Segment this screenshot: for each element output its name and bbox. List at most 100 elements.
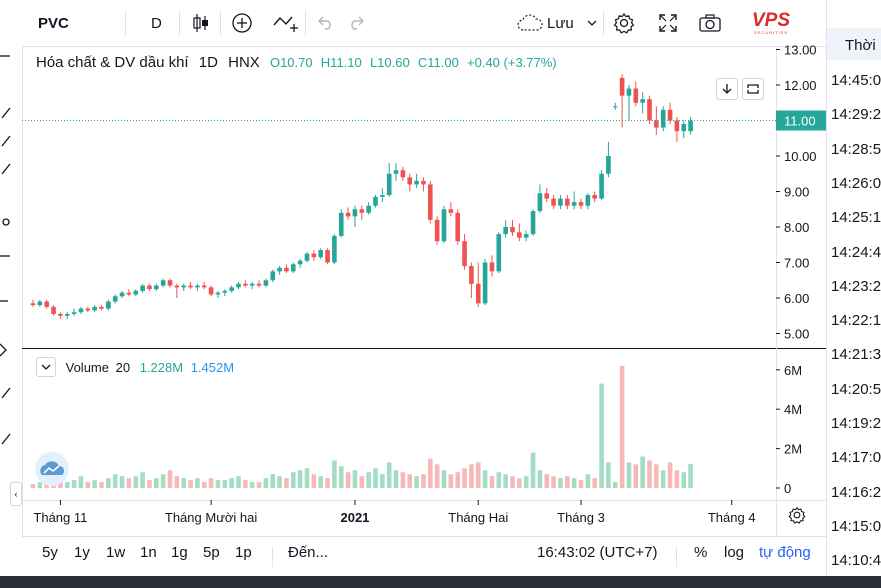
brand-subtitle: SECURITIES [754,29,789,35]
volume-bar [688,463,693,488]
collapse-volume-button[interactable] [36,357,56,377]
candle-body [297,260,303,265]
last-price-label: 11.00 [784,114,816,129]
redo-icon[interactable] [345,0,367,46]
volume-bar [352,470,358,488]
volume-bar [517,478,522,488]
collapse-toolbar-button[interactable]: ‹ [10,482,22,506]
measure-icon [0,343,7,357]
time-sales-panel: Thời 14:45:0 14:29:2 14:28:5 14:26:0 14:25:1… [826,0,881,588]
candle-body [284,267,289,272]
range-1g-button[interactable]: 1g [171,544,188,561]
candle-body [551,198,556,206]
axis-settings-icon[interactable] [788,506,808,526]
volume-bar [263,478,269,488]
auto-scale-button[interactable]: tự động [759,544,811,561]
volume-bar [667,462,673,488]
drawing-tool-icons [0,55,11,445]
range-1w-button[interactable]: 1w [106,544,126,561]
candle-body [119,292,125,297]
undo-icon[interactable] [315,0,337,46]
candle-body [270,271,276,281]
toolbar-divider [220,10,221,36]
volume-bar [647,460,652,488]
fullscreen-icon[interactable] [656,0,680,46]
cloud-save-icon[interactable] [515,0,545,46]
candle-body [359,209,365,213]
time-row: 14:29:2 [831,106,881,124]
toolbar-divider [179,10,180,36]
pitchfork-icon [1,163,11,175]
candle-body [195,285,200,288]
range-1p-button[interactable]: 1p [235,544,252,561]
gear-icon[interactable] [612,0,636,46]
brush-icon [2,218,10,226]
candle-body [393,170,399,174]
volume-bar [578,480,584,488]
volume-bar [126,478,132,488]
candle-body [517,232,522,238]
time-tick-label: 2021 [340,510,369,525]
tradingview-logo[interactable] [35,452,69,486]
candle-body [667,109,673,121]
volume-bar [565,476,570,488]
range-1y-button[interactable]: 1y [74,544,90,561]
volume-bar [592,478,597,488]
price-tick-label: 9.00 [784,185,809,200]
volume-bar [681,472,687,488]
volume-bar [291,472,296,488]
volume-label: Volume [65,359,109,375]
goto-date-button[interactable]: Đến... [288,544,329,561]
candle-body [496,234,502,272]
volume-bar [366,472,371,488]
candle-body [592,195,597,199]
time-row: 14:17:0 [831,449,881,467]
compare-icon[interactable] [272,0,300,46]
volume-bar [71,480,77,488]
chevron-down-icon[interactable] [585,0,599,46]
candle-body [475,283,481,304]
volume-bar [380,474,385,488]
candle-body [366,205,371,213]
top-toolbar: PVC D Lưu VPS SECURITIES [0,0,826,47]
candle-body [126,292,132,295]
scroll-down-button[interactable] [716,78,738,100]
price-tick-label: 10.00 [784,149,817,164]
range-5y-button[interactable]: 5y [42,544,58,561]
save-layout-button[interactable]: Lưu [547,14,574,32]
volume-bar [386,462,392,488]
candle-body [174,285,180,288]
candle-body [626,88,632,96]
volume-bar [475,462,481,488]
symbol-search[interactable]: PVC [38,14,69,32]
camera-icon[interactable] [697,0,723,46]
time-tick-label: Tháng 3 [557,510,605,525]
price-tick-label: 7.00 [784,256,809,271]
percent-scale-button[interactable]: % [694,544,708,561]
reset-view-button[interactable] [742,78,764,100]
volume-bar [270,474,276,488]
candle-style-icon[interactable] [190,0,212,46]
legend-change: +0.40 (+3.77%) [467,55,557,70]
last-price-badge [776,110,826,131]
clock-timezone[interactable]: 16:43:02 (UTC+7) [537,544,658,561]
add-indicator-icon[interactable] [230,0,254,46]
volume-bar [78,476,84,488]
range-5p-button[interactable]: 5p [203,544,220,561]
candle-body [469,266,474,284]
candle-body [660,109,666,128]
time-row: 14:45:0 [831,72,881,89]
range-1n-button[interactable]: 1n [140,544,157,561]
volume-bar [85,482,91,488]
time-row: 14:20:5 [831,380,881,398]
bottom-bar: 5y 1y 1w 1n 1g 5p 1p Đến... 16:43:02 (UT… [22,536,826,577]
volume-bar [325,478,330,488]
candle-body [106,301,111,309]
price-chart[interactable]: 5.00 6.00 7.00 8.00 9.00 10.00 11.00 12.00 13.00… [0,0,826,536]
main-legend: Hóa chất & DV dầu khí 1D HNX O10.70 H11.… [36,54,557,71]
interval-selector[interactable]: D [151,14,162,32]
log-scale-button[interactable]: log [724,544,745,561]
time-header-label: Thời [845,37,876,54]
candle-body [318,250,323,258]
volume-bar [92,480,97,488]
